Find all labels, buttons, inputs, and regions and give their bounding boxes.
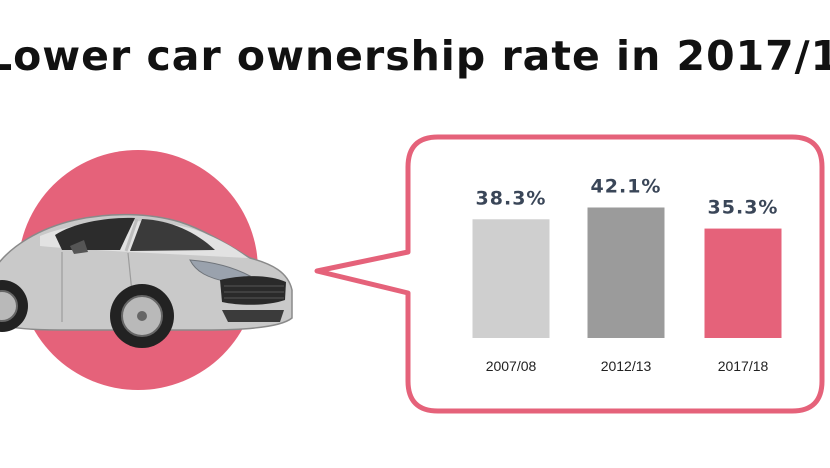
category-labels-layer: 2007/08 2012/13 2017/18 [486,358,769,374]
value-label: 38.3% [476,187,547,209]
bars-layer [472,207,782,338]
category-label: 2017/18 [718,358,769,374]
bar-2017-18 [704,228,782,338]
value-labels-layer: 38.3% 42.1% 35.3% [476,175,779,219]
category-label: 2007/08 [486,358,537,374]
value-label: 42.1% [591,175,662,197]
speech-bubble [314,134,825,414]
bar-2012-13 [587,207,665,338]
value-label: 35.3% [708,197,779,219]
chart-title: Lower car ownership rate in 2017/18 [0,32,830,80]
category-label: 2012/13 [601,358,652,374]
car-icon [0,213,293,348]
bar-2007-08 [472,219,550,338]
